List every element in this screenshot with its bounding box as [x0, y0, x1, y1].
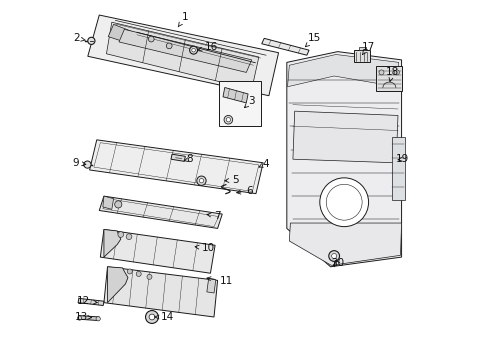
Polygon shape: [206, 279, 215, 293]
Text: 8: 8: [183, 154, 193, 164]
Text: 5: 5: [224, 175, 238, 185]
Polygon shape: [376, 66, 402, 91]
Circle shape: [147, 274, 152, 279]
Text: 14: 14: [155, 312, 174, 322]
Circle shape: [77, 316, 81, 320]
Circle shape: [189, 46, 197, 54]
Text: 19: 19: [395, 154, 408, 164]
Text: 4: 4: [259, 159, 269, 169]
Text: 10: 10: [195, 243, 215, 253]
Polygon shape: [78, 298, 104, 306]
Circle shape: [328, 251, 339, 261]
Polygon shape: [106, 22, 258, 90]
Circle shape: [378, 70, 383, 75]
Text: 17: 17: [361, 42, 374, 55]
Text: 9: 9: [73, 158, 85, 168]
Circle shape: [145, 311, 158, 323]
Polygon shape: [88, 15, 278, 96]
Polygon shape: [104, 229, 121, 257]
Polygon shape: [107, 267, 128, 303]
Circle shape: [83, 161, 91, 168]
Circle shape: [331, 253, 336, 258]
Text: 20: 20: [330, 258, 344, 268]
Text: 11: 11: [206, 276, 233, 286]
Polygon shape: [223, 87, 247, 103]
Circle shape: [199, 179, 203, 183]
Polygon shape: [89, 140, 263, 194]
Polygon shape: [358, 47, 366, 50]
Circle shape: [115, 201, 122, 208]
Text: 13: 13: [75, 312, 91, 322]
FancyBboxPatch shape: [219, 81, 260, 126]
Circle shape: [126, 234, 132, 239]
Circle shape: [196, 176, 206, 185]
Circle shape: [226, 118, 230, 122]
Polygon shape: [108, 24, 140, 45]
Polygon shape: [119, 30, 251, 72]
Text: 2: 2: [73, 33, 85, 43]
Text: 12: 12: [77, 296, 97, 306]
Circle shape: [96, 317, 100, 321]
Polygon shape: [292, 111, 397, 163]
Text: 7: 7: [206, 211, 221, 221]
Polygon shape: [99, 196, 222, 228]
Text: 15: 15: [305, 33, 321, 47]
Circle shape: [136, 271, 141, 276]
Polygon shape: [391, 137, 405, 200]
Text: 3: 3: [244, 96, 254, 108]
Circle shape: [149, 314, 155, 320]
Circle shape: [191, 48, 195, 52]
Text: 6: 6: [236, 186, 253, 196]
Circle shape: [166, 43, 172, 49]
Polygon shape: [289, 223, 401, 265]
Polygon shape: [261, 39, 308, 55]
Circle shape: [319, 178, 368, 226]
Circle shape: [118, 231, 123, 237]
Circle shape: [224, 116, 232, 124]
Text: 16: 16: [198, 42, 218, 52]
Circle shape: [394, 70, 399, 75]
Polygon shape: [102, 196, 113, 210]
Polygon shape: [100, 229, 215, 273]
Circle shape: [88, 37, 95, 44]
Polygon shape: [171, 154, 185, 161]
Polygon shape: [78, 316, 99, 320]
Polygon shape: [104, 267, 217, 317]
Polygon shape: [287, 54, 398, 87]
Text: 1: 1: [178, 12, 188, 27]
Polygon shape: [353, 50, 369, 62]
Polygon shape: [286, 51, 401, 267]
Circle shape: [148, 36, 154, 42]
Circle shape: [127, 269, 132, 274]
Text: 18: 18: [385, 67, 398, 82]
